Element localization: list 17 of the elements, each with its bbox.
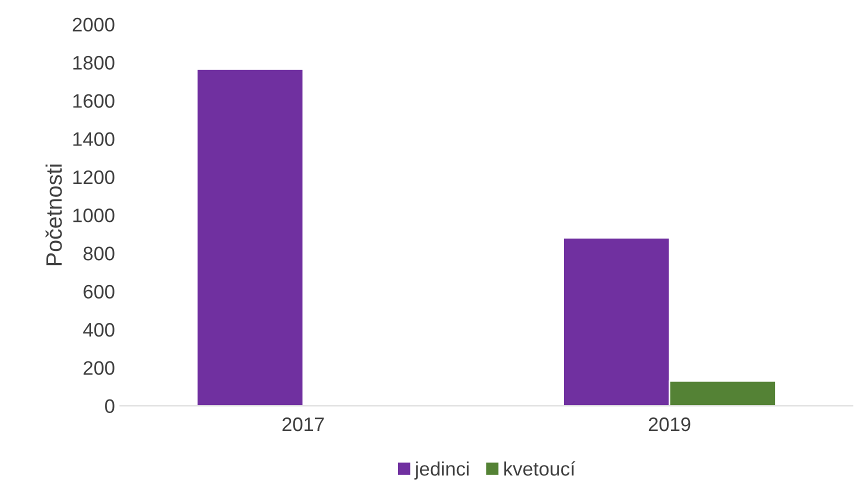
y-tick-label: 400 <box>83 322 114 337</box>
y-tick-label: 600 <box>84 284 114 299</box>
y-tick-label: 1200 <box>73 170 114 184</box>
y-tick-label: 0 <box>105 399 114 414</box>
y-tick-label: 1800 <box>73 56 114 70</box>
legend-label: jedinci <box>414 461 469 480</box>
legend-label: kvetoucí <box>504 461 576 476</box>
y-tick-label: 200 <box>84 361 114 375</box>
y-axis-title: Početnosti <box>46 164 62 266</box>
y-tick-label: 1600 <box>73 94 114 108</box>
y-tick-label: 800 <box>84 246 114 260</box>
x-tick-label: 2017 <box>282 417 324 432</box>
y-tick-label: 1400 <box>73 132 114 146</box>
y-tick-label: 2000 <box>72 18 114 32</box>
x-tick-label: 2019 <box>648 417 690 432</box>
bar <box>196 68 304 406</box>
y-tick-label: 1000 <box>73 208 114 222</box>
